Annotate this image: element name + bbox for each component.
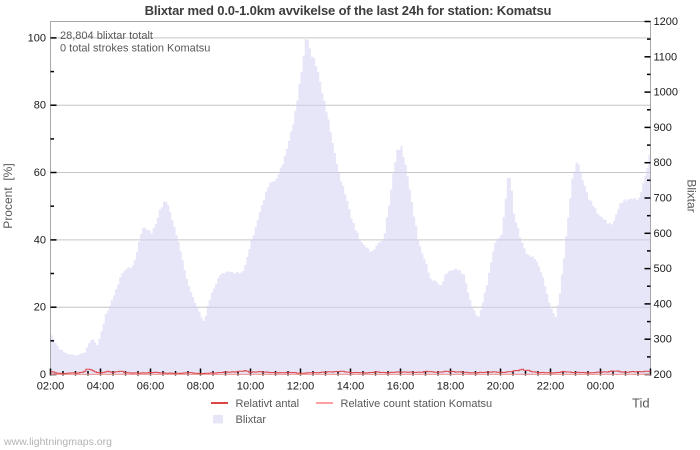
svg-text:300: 300 — [654, 334, 672, 346]
svg-text:Blixtar: Blixtar — [685, 179, 699, 212]
svg-text:100: 100 — [28, 32, 46, 44]
svg-text:900: 900 — [654, 122, 672, 134]
svg-text:20:00: 20:00 — [487, 381, 515, 393]
svg-text:600: 600 — [654, 228, 672, 240]
svg-text:22:00: 22:00 — [537, 381, 565, 393]
svg-text:10:00: 10:00 — [237, 381, 265, 393]
svg-text:20: 20 — [34, 302, 46, 314]
svg-text:12:00: 12:00 — [287, 381, 315, 393]
svg-text:www.lightningmaps.org: www.lightningmaps.org — [3, 436, 112, 448]
svg-text:08:00: 08:00 — [187, 381, 215, 393]
svg-text:1200: 1200 — [654, 16, 678, 28]
svg-text:0: 0 — [40, 369, 46, 381]
svg-text:80: 80 — [34, 100, 46, 112]
svg-text:Relative count station Komatsu: Relative count station Komatsu — [341, 398, 493, 410]
svg-text:Tid: Tid — [632, 396, 650, 411]
svg-text:28,804 blixtar totalt: 28,804 blixtar totalt — [60, 30, 153, 42]
svg-text:0 total strokes station Komats: 0 total strokes station Komatsu — [60, 43, 210, 55]
svg-text:40: 40 — [34, 234, 46, 246]
svg-text:60: 60 — [34, 167, 46, 179]
svg-text:200: 200 — [654, 369, 672, 381]
svg-text:Blixtar: Blixtar — [236, 414, 267, 426]
svg-text:500: 500 — [654, 263, 672, 275]
svg-text:1100: 1100 — [654, 51, 678, 63]
svg-text:1000: 1000 — [654, 87, 678, 99]
svg-text:18:00: 18:00 — [437, 381, 465, 393]
svg-text:700: 700 — [654, 193, 672, 205]
svg-text:16:00: 16:00 — [387, 381, 415, 393]
svg-text:Procent [%]: Procent [%] — [1, 163, 15, 228]
svg-text:Relativt antal: Relativt antal — [236, 398, 300, 410]
svg-text:800: 800 — [654, 157, 672, 169]
svg-text:Blixtar med 0.0-1.0km avvikels: Blixtar med 0.0-1.0km avvikelse of the l… — [145, 3, 552, 18]
svg-text:400: 400 — [654, 298, 672, 310]
svg-text:02:00: 02:00 — [37, 381, 65, 393]
svg-text:00:00: 00:00 — [587, 381, 615, 393]
svg-text:06:00: 06:00 — [137, 381, 165, 393]
svg-text:04:00: 04:00 — [87, 381, 115, 393]
svg-text:14:00: 14:00 — [337, 381, 365, 393]
